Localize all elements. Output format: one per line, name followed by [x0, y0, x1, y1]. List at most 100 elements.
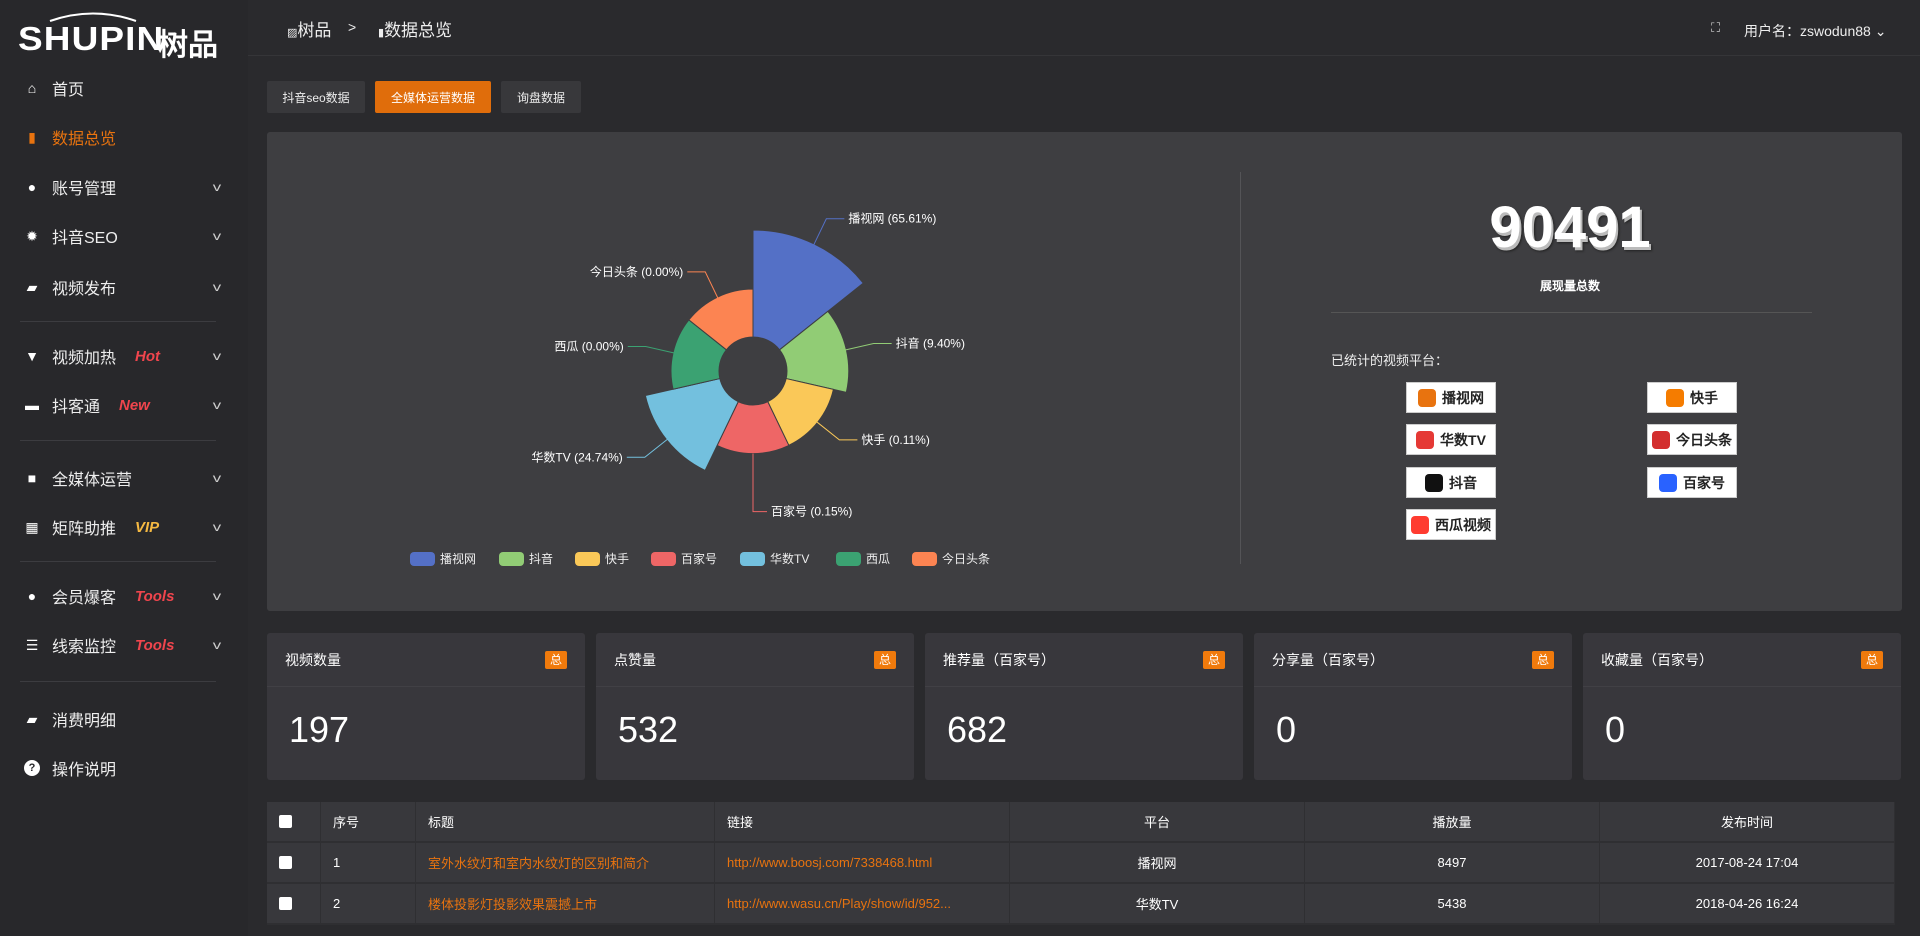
total-badge: 总	[545, 650, 567, 669]
sidebar-item-3[interactable]: ✹ 抖音SEO v	[0, 219, 248, 253]
divider	[1331, 312, 1812, 313]
label-line	[814, 419, 858, 441]
platform-logo: 西瓜视频	[1406, 509, 1496, 540]
legend-swatch[interactable]	[575, 552, 600, 566]
legend-swatch[interactable]	[740, 552, 765, 566]
table-cell: 华数TV	[1010, 884, 1305, 923]
label-line	[687, 271, 720, 301]
row-checkbox[interactable]	[279, 815, 292, 828]
pie-slice[interactable]	[644, 377, 739, 472]
table-cell[interactable]: 楼体投影灯投影效果震撼上市	[416, 884, 715, 923]
breadcrumb-root[interactable]: ▨树品	[287, 21, 332, 40]
stat-value: 0	[1276, 709, 1297, 750]
sidebar-item-1[interactable]: ▮ 数据总览	[0, 120, 248, 154]
help-icon: ?	[24, 760, 40, 776]
legend-swatch[interactable]	[410, 552, 435, 566]
table-header: 序号 标题 链接 平台 播放量 发布时间	[267, 802, 1895, 843]
stat-value: 682	[947, 709, 1008, 750]
legend-label[interactable]: 快手	[605, 552, 629, 566]
bar-chart-icon: ▮	[378, 27, 385, 39]
slice-label: 抖音 (9.40%)	[896, 335, 965, 350]
row-checkbox[interactable]	[279, 897, 292, 910]
fullscreen-icon[interactable]: ⛶	[1711, 20, 1721, 35]
table-row: 1 室外水纹灯和室内水纹灯的区别和简介 http://www.boosj.com/7…	[267, 843, 1895, 884]
sidebar-item-label: 视频加热	[52, 350, 117, 367]
chevron-down-icon: v	[212, 520, 222, 534]
sidebar-item-9[interactable]: ● 会员爆客 Tools v	[0, 579, 248, 613]
legend-label[interactable]: 西瓜	[866, 552, 890, 566]
stat-card: 推荐量（百家号） 总 682	[925, 633, 1243, 780]
tab-inquiry[interactable]: 询盘数据	[501, 81, 581, 113]
table-cell[interactable]: http://www.boosj.com/7338468.html	[715, 843, 1010, 882]
column-header: 播放量	[1305, 802, 1600, 841]
user-icon: ●	[27, 588, 37, 604]
monitor-icon: ■	[27, 470, 37, 486]
rose-pie-chart: 播视网 (65.61%) 抖音 (9.40%) 快手 (0.11%) 百家号 (0.1…	[410, 211, 990, 566]
table-cell[interactable]: http://www.wasu.cn/Play/show/id/952...	[715, 884, 1010, 923]
sidebar-item-label: 操作说明	[52, 762, 117, 779]
sidebar-item-7[interactable]: ■ 全媒体运营 v	[0, 461, 248, 495]
row-checkbox[interactable]	[279, 856, 292, 869]
chevron-down-icon: v	[212, 589, 222, 603]
logo-text-cn: 树品	[158, 29, 218, 62]
sidebar-badge: Tools	[135, 587, 175, 605]
stat-label: 收藏量（百家号）	[1601, 651, 1713, 668]
label-line	[752, 453, 767, 513]
sidebar-item-5[interactable]: ▼ 视频加热 Hot v	[0, 339, 248, 373]
user-menu[interactable]: 用户名：zswodun88 ⌄	[1744, 23, 1887, 39]
header: ▨树品 > ▮数据总览 ⛶ 用户名：zswodun88 ⌄	[248, 0, 1920, 56]
tab-all-media[interactable]: 全媒体运营数据	[375, 81, 491, 113]
logo-text: SHUPIN	[18, 20, 165, 57]
total-badge: 总	[874, 650, 896, 669]
sidebar-item-11[interactable]: ▰ 消费明细	[0, 702, 248, 736]
total-badge: 总	[1532, 650, 1554, 669]
sidebar-item-2[interactable]: ● 账号管理 v	[0, 170, 248, 204]
slice-label: 快手 (0.11%)	[861, 433, 929, 447]
platform-logo: 今日头条	[1647, 424, 1737, 455]
logo[interactable]: SHUPIN 树品	[18, 10, 228, 62]
chart-icon: ▨	[287, 27, 298, 39]
total-badge: 总	[1861, 650, 1883, 669]
legend-swatch[interactable]	[836, 552, 861, 566]
platform-logo-icon	[1666, 388, 1684, 407]
sidebar-item-10[interactable]: ☰ 线索监控 Tools v	[0, 628, 248, 662]
table-cell[interactable]: 室外水纹灯和室内水纹灯的区别和简介	[416, 843, 715, 882]
pie-slice[interactable]	[778, 310, 850, 393]
stat-card: 收藏量（百家号） 总 0	[1583, 633, 1901, 780]
column-header: 发布时间	[1600, 802, 1895, 841]
table-cell: 2017-08-24 17:04	[1600, 843, 1895, 882]
stat-label: 分享量（百家号）	[1272, 651, 1384, 668]
sidebar-item-0[interactable]: ⌂ 首页	[0, 71, 248, 105]
legend-swatch[interactable]	[651, 552, 676, 566]
platform-logo-icon	[1416, 430, 1435, 449]
legend-label[interactable]: 今日头条	[942, 551, 990, 566]
legend-label[interactable]: 抖音	[529, 551, 553, 566]
stat-value: 0	[1605, 709, 1626, 750]
camera-icon: ▰	[26, 279, 38, 295]
sidebar-item-4[interactable]: ▰ 视频发布 v	[0, 270, 248, 304]
grid-icon: ▦	[25, 519, 39, 535]
chat-icon: ▬	[25, 397, 39, 413]
sidebar-divider	[20, 561, 216, 562]
legend-label[interactable]: 百家号	[681, 551, 717, 566]
sidebar-item-8[interactable]: ▦ 矩阵助推 VIP v	[0, 510, 248, 544]
gear-icon: ✹	[26, 228, 38, 244]
legend-label[interactable]: 播视网	[440, 551, 476, 566]
slice-label: 华数TV (24.74%)	[531, 449, 622, 464]
column-header: 平台	[1010, 802, 1305, 841]
chevron-down-icon: v	[212, 638, 222, 652]
sidebar-item-12[interactable]: ? 操作说明	[0, 751, 248, 785]
total-views: 90491	[1489, 195, 1651, 260]
label-line	[626, 436, 671, 458]
legend-label[interactable]: 华数TV	[770, 551, 809, 566]
sidebar-divider	[20, 440, 216, 441]
wallet-icon: ▰	[26, 711, 38, 727]
sidebar-item-6[interactable]: ▬ 抖客通 New v	[0, 388, 248, 422]
platform-logo-icon	[1411, 515, 1429, 534]
chevron-down-icon: ⌄	[1870, 23, 1887, 39]
tab-douyin-seo[interactable]: 抖音seo数据	[267, 81, 365, 113]
legend-swatch[interactable]	[912, 552, 937, 566]
legend-swatch[interactable]	[499, 552, 524, 566]
column-header: 链接	[715, 802, 1010, 841]
video-table: 序号 标题 链接 平台 播放量 发布时间 1 室外水纹灯和室内水纹灯的区别和简介 http://…	[267, 802, 1895, 925]
